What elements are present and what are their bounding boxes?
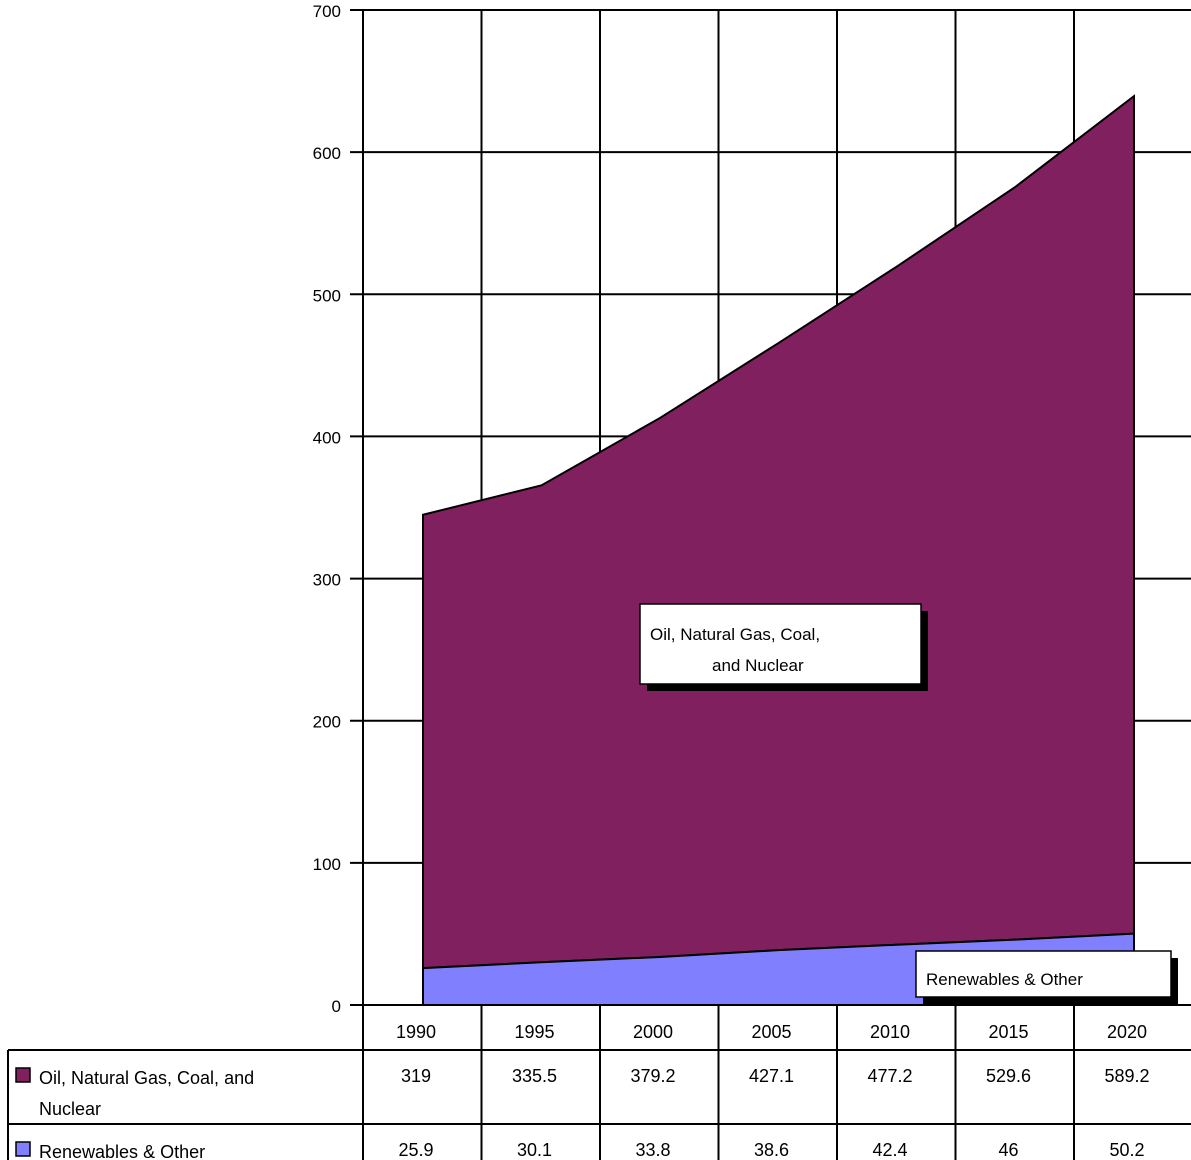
y-tick-label: 300 xyxy=(313,571,341,590)
annotation-text: Oil, Natural Gas, Coal, xyxy=(650,625,820,644)
y-tick-label: 100 xyxy=(313,855,341,874)
x-tick-label: 2020 xyxy=(1107,1022,1147,1042)
table-cell-value: 30.1 xyxy=(517,1140,552,1160)
plot-areas xyxy=(422,94,1135,1006)
annotation-text: Renewables & Other xyxy=(926,970,1083,989)
data-table: Oil, Natural Gas, Coal, and Nuclear 319 335… xyxy=(7,1049,1191,1160)
table-cell-value: 33.8 xyxy=(635,1140,670,1160)
x-tick-label: 2010 xyxy=(870,1022,910,1042)
legend-swatch xyxy=(15,1141,31,1157)
y-tick-label: 600 xyxy=(313,144,341,163)
x-tick-label: 2005 xyxy=(751,1022,791,1042)
y-tick-label: 0 xyxy=(332,997,341,1016)
annotation-box xyxy=(915,950,1172,998)
table-row-label: Nuclear xyxy=(39,1099,101,1119)
x-tick-label: 1990 xyxy=(396,1022,436,1042)
table-cell-value: 42.4 xyxy=(872,1140,907,1160)
table-cell-value: 25.9 xyxy=(398,1140,433,1160)
table-cell-value: 529.6 xyxy=(986,1066,1031,1086)
x-tick-label: 1995 xyxy=(514,1022,554,1042)
y-tick-label: 500 xyxy=(313,286,341,305)
annotations: Oil, Natural Gas, Coal, and Nuclear Renewa… xyxy=(639,603,1178,1004)
table-cell-value: 379.2 xyxy=(630,1066,675,1086)
table-cell-value: 38.6 xyxy=(754,1140,789,1160)
annotation-text: and Nuclear xyxy=(712,656,804,675)
x-tick-label: 2015 xyxy=(988,1022,1028,1042)
table-cell-value: 319 xyxy=(401,1066,431,1086)
y-tick-label: 700 xyxy=(313,2,341,21)
legend-swatch xyxy=(15,1067,31,1083)
table-cell-value: 335.5 xyxy=(512,1066,557,1086)
area-oil-gas-coal-nuclear xyxy=(422,94,1135,970)
table-cell-value: 477.2 xyxy=(867,1066,912,1086)
table-cell-value: 50.2 xyxy=(1109,1140,1144,1160)
table-row-label: Renewables & Other xyxy=(39,1142,205,1160)
x-tick-label: 2000 xyxy=(633,1022,673,1042)
table-row-label: Oil, Natural Gas, Coal, and xyxy=(39,1068,254,1088)
table-cell-value: 46 xyxy=(998,1140,1018,1160)
table-cell-value: 589.2 xyxy=(1104,1066,1149,1086)
axes: 0 100 200 300 400 500 600 700 1990 1995 2000 2005 20… xyxy=(313,2,1191,1160)
table-cell-value: 427.1 xyxy=(749,1066,794,1086)
y-tick-label: 200 xyxy=(313,713,341,732)
y-tick-label: 400 xyxy=(313,428,341,447)
annotation-box xyxy=(639,603,922,685)
